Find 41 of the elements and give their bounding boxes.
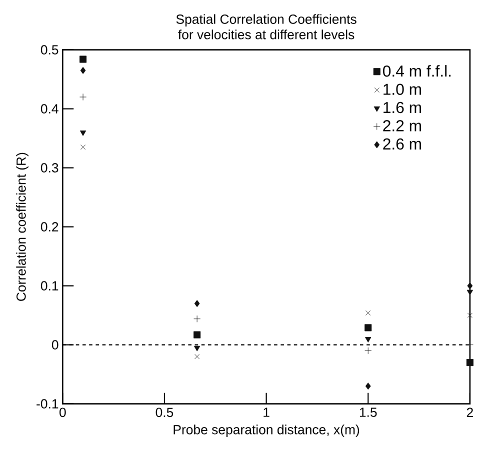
x-tick-label: 0 xyxy=(60,408,66,418)
point xyxy=(194,315,201,322)
point xyxy=(364,347,372,354)
legend-label: 2.2 m xyxy=(383,120,421,132)
y-axis-title: Correlation coefficient (R) xyxy=(16,152,28,301)
y-tick-label: 0.1 xyxy=(40,281,58,291)
point xyxy=(365,382,371,390)
point xyxy=(466,290,474,296)
chart-subtitle: for velocities at different levels xyxy=(178,30,354,40)
legend-label: 1.6 m xyxy=(384,102,421,114)
x-tick-label: 2 xyxy=(466,408,473,417)
point xyxy=(194,331,201,338)
x-tick-label: 1 xyxy=(264,408,270,417)
y-tick-label: 0.3 xyxy=(40,163,58,172)
point xyxy=(466,359,474,366)
point xyxy=(365,337,372,342)
point xyxy=(194,346,200,352)
point xyxy=(466,341,474,348)
legend-label: 0.4 m f.f.l. xyxy=(383,65,451,77)
x-axis-title: Probe separation distance, x(m) xyxy=(174,424,360,437)
x-tick-label: 1.5 xyxy=(360,408,377,417)
y-tick-label: -0.1 xyxy=(36,399,58,409)
x-tick-label: 0.5 xyxy=(156,408,174,418)
point xyxy=(80,130,86,136)
point xyxy=(80,94,87,101)
point xyxy=(80,144,86,150)
y-tick-label: 0.2 xyxy=(40,222,58,232)
y-tick-label: 0.5 xyxy=(40,45,58,54)
chart-title: Spatial Correlation Coefficients xyxy=(176,14,356,27)
point xyxy=(366,310,371,316)
y-tick-label: 0 xyxy=(52,340,58,350)
point xyxy=(467,312,472,318)
y-tick-label: 0.4 xyxy=(40,104,58,114)
point xyxy=(80,66,86,74)
point xyxy=(467,282,473,290)
legend-label: 1.0 m xyxy=(384,84,421,95)
point xyxy=(194,354,200,360)
point xyxy=(194,300,200,308)
point xyxy=(364,324,372,332)
point xyxy=(80,56,87,63)
legend-label: 2.6 m xyxy=(383,138,421,150)
